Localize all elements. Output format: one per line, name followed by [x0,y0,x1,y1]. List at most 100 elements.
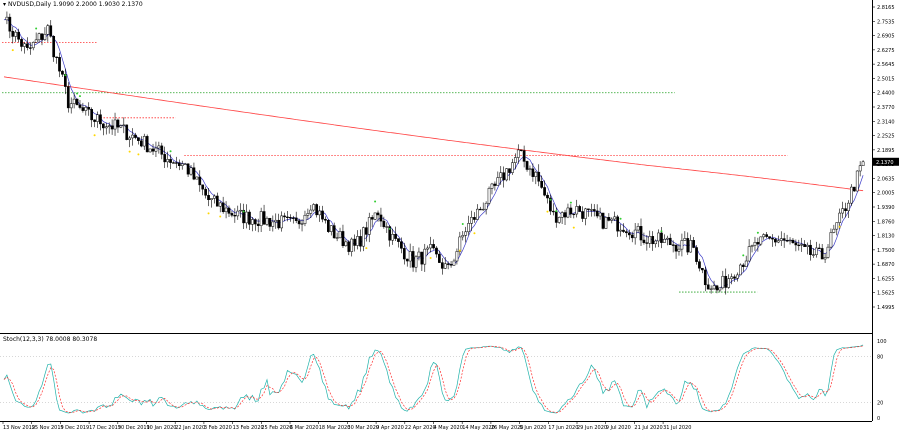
candle[interactable] [715,284,719,294]
candle[interactable] [405,258,409,267]
candle[interactable] [762,233,766,240]
candle[interactable] [663,234,666,243]
candle[interactable] [613,211,617,221]
candle[interactable] [116,118,120,133]
candle[interactable] [426,245,430,256]
candle[interactable] [239,203,243,218]
candle[interactable] [66,82,70,113]
candle[interactable] [169,154,172,169]
candle[interactable] [689,234,693,253]
candle[interactable] [20,37,23,52]
candle[interactable] [119,124,123,129]
candle[interactable] [391,228,394,245]
candle[interactable] [511,158,514,175]
candle[interactable] [785,234,789,243]
candle[interactable] [113,112,117,136]
candle[interactable] [809,239,812,261]
candle[interactable] [812,248,815,258]
candle[interactable] [551,203,555,216]
candle[interactable] [636,223,640,233]
candle[interactable] [78,99,82,110]
candle[interactable] [657,229,660,248]
candle[interactable] [718,287,722,293]
candle[interactable] [303,210,307,227]
candle[interactable] [838,208,842,230]
candle[interactable] [84,105,88,116]
candle[interactable] [546,192,549,204]
candle[interactable] [131,128,134,146]
candle[interactable] [312,203,316,212]
candle[interactable] [560,211,564,224]
candle[interactable] [589,203,593,217]
candle[interactable] [14,30,18,42]
candle[interactable] [414,255,418,273]
candle[interactable] [356,230,359,250]
candle[interactable] [797,239,801,251]
candle[interactable] [251,216,254,232]
candle[interactable] [779,231,783,246]
candle[interactable] [224,201,228,219]
candle[interactable] [625,229,628,238]
candle[interactable] [435,246,438,258]
candle[interactable] [514,153,517,170]
candle[interactable] [326,219,330,233]
candle[interactable] [186,163,190,178]
candle[interactable] [151,143,155,155]
candle[interactable] [423,243,427,272]
candle[interactable] [329,225,333,236]
candle[interactable] [502,166,506,188]
candle[interactable] [438,250,441,263]
candle[interactable] [96,111,99,128]
candle[interactable] [253,218,257,231]
candle[interactable] [823,253,827,263]
candle[interactable] [122,117,126,134]
candle[interactable] [324,216,327,224]
candle[interactable] [318,205,321,222]
candle[interactable] [487,186,491,206]
candle[interactable] [519,149,523,152]
candle[interactable] [686,232,690,255]
candle[interactable] [739,263,742,276]
candle[interactable] [814,241,818,258]
candle[interactable] [490,182,494,195]
candle[interactable] [350,237,354,257]
candle[interactable] [698,259,701,272]
candle[interactable] [189,164,193,176]
candle[interactable] [774,237,777,247]
candle[interactable] [484,201,488,215]
candle[interactable] [446,261,450,270]
candle[interactable] [367,212,371,243]
candle[interactable] [110,119,114,135]
candle[interactable] [353,234,356,252]
collapse-triangle-icon[interactable]: ▾ [3,1,7,8]
candle[interactable] [90,107,94,128]
candle[interactable] [820,243,824,260]
candle[interactable] [142,133,146,150]
candle[interactable] [55,56,58,64]
candle[interactable] [788,237,792,245]
candle[interactable] [633,223,637,245]
candle[interactable] [31,41,35,51]
candle[interactable] [639,218,643,246]
candle[interactable] [683,231,687,241]
candle[interactable] [75,98,79,106]
candle[interactable] [730,273,733,285]
candle[interactable] [727,274,731,289]
candle[interactable] [665,235,669,246]
candle[interactable] [508,168,511,181]
candle[interactable] [262,204,266,225]
candle[interactable] [452,258,456,266]
candle[interactable] [651,231,655,251]
candle[interactable] [528,165,532,176]
candle[interactable] [744,255,748,267]
candle[interactable] [315,203,319,218]
candle[interactable] [420,251,424,272]
candle[interactable] [467,215,470,236]
candle[interactable] [294,211,298,224]
candle[interactable] [627,229,631,240]
candle[interactable] [61,70,64,77]
candle[interactable] [592,204,596,217]
candle[interactable] [207,188,210,207]
candle[interactable] [49,20,53,38]
